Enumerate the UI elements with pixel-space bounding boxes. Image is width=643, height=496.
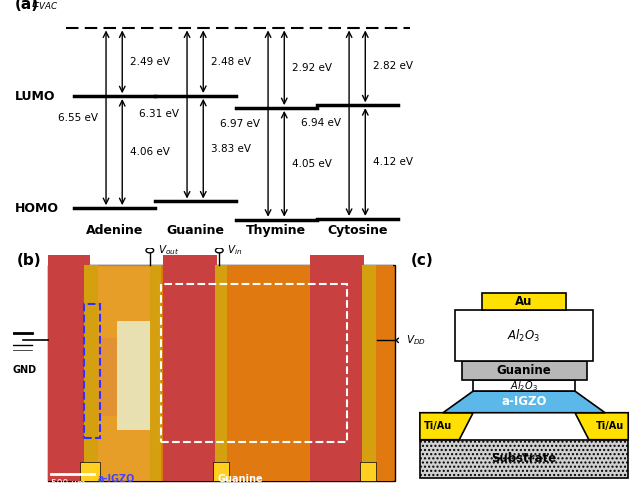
Text: a-IGZO: a-IGZO <box>98 474 135 484</box>
Text: (a): (a) <box>15 0 39 11</box>
Bar <box>163 338 217 416</box>
Bar <box>455 310 593 362</box>
Text: Substrate: Substrate <box>491 452 557 465</box>
Text: 4.12 eV: 4.12 eV <box>374 157 413 167</box>
Bar <box>84 304 100 437</box>
Text: 4.06 eV: 4.06 eV <box>131 147 170 157</box>
Bar <box>310 338 364 416</box>
Text: Guanine: Guanine <box>496 365 552 377</box>
Bar <box>84 265 98 481</box>
Bar <box>362 265 376 481</box>
Bar <box>161 284 347 442</box>
Text: 2.48 eV: 2.48 eV <box>212 57 251 67</box>
Text: (c): (c) <box>411 253 433 268</box>
Text: Ti/Au: Ti/Au <box>424 421 453 431</box>
Text: 6.94 eV: 6.94 eV <box>301 118 341 128</box>
Bar <box>150 265 161 481</box>
Text: $Al_2O_3$: $Al_2O_3$ <box>510 379 538 393</box>
Bar <box>310 408 364 481</box>
Text: $V_{DD}$: $V_{DD}$ <box>406 333 426 347</box>
Text: 6.97 eV: 6.97 eV <box>220 119 260 128</box>
Polygon shape <box>420 413 473 440</box>
Bar <box>117 321 152 430</box>
Bar <box>482 293 566 310</box>
Bar <box>462 362 586 380</box>
Text: a-IGZO: a-IGZO <box>502 395 547 408</box>
Text: Au: Au <box>515 295 533 308</box>
Bar <box>48 255 90 348</box>
Bar <box>161 265 393 481</box>
Text: Guanine: Guanine <box>217 474 263 484</box>
Bar <box>163 255 217 348</box>
Text: $E_{VAC}$: $E_{VAC}$ <box>31 0 59 12</box>
Text: 3.83 eV: 3.83 eV <box>212 144 251 154</box>
Text: HOMO: HOMO <box>15 201 59 215</box>
Polygon shape <box>575 413 628 440</box>
Bar <box>48 265 395 481</box>
Text: LUMO: LUMO <box>15 90 55 103</box>
Text: Cytosine: Cytosine <box>327 224 388 237</box>
Text: $V_{out}$: $V_{out}$ <box>158 244 179 257</box>
Text: 2.92 eV: 2.92 eV <box>293 63 332 73</box>
Text: 2.49 eV: 2.49 eV <box>131 57 170 67</box>
Text: 500 μm: 500 μm <box>51 479 86 488</box>
Bar <box>310 255 364 348</box>
Polygon shape <box>443 391 605 413</box>
Text: $Al_2O_3$: $Al_2O_3$ <box>507 328 541 344</box>
Text: 2.82 eV: 2.82 eV <box>374 62 413 71</box>
Bar <box>420 440 628 478</box>
Bar <box>473 380 575 391</box>
Bar <box>360 462 376 481</box>
Text: 6.31 eV: 6.31 eV <box>139 110 179 120</box>
Text: Guanine: Guanine <box>166 224 224 237</box>
Text: Thymine: Thymine <box>246 224 306 237</box>
Text: Adenine: Adenine <box>86 224 143 237</box>
Bar <box>213 462 229 481</box>
Text: (b): (b) <box>17 253 41 268</box>
Bar <box>48 338 125 416</box>
Text: $V_{in}$: $V_{in}$ <box>227 244 242 257</box>
Text: 6.55 eV: 6.55 eV <box>58 113 98 123</box>
Bar <box>163 408 217 481</box>
Bar <box>80 462 100 481</box>
Text: Ti/Au: Ti/Au <box>595 421 624 431</box>
Bar <box>98 265 152 481</box>
Text: GND: GND <box>13 365 37 374</box>
Text: 4.05 eV: 4.05 eV <box>293 159 332 169</box>
Bar <box>48 408 90 481</box>
Bar <box>215 265 227 481</box>
